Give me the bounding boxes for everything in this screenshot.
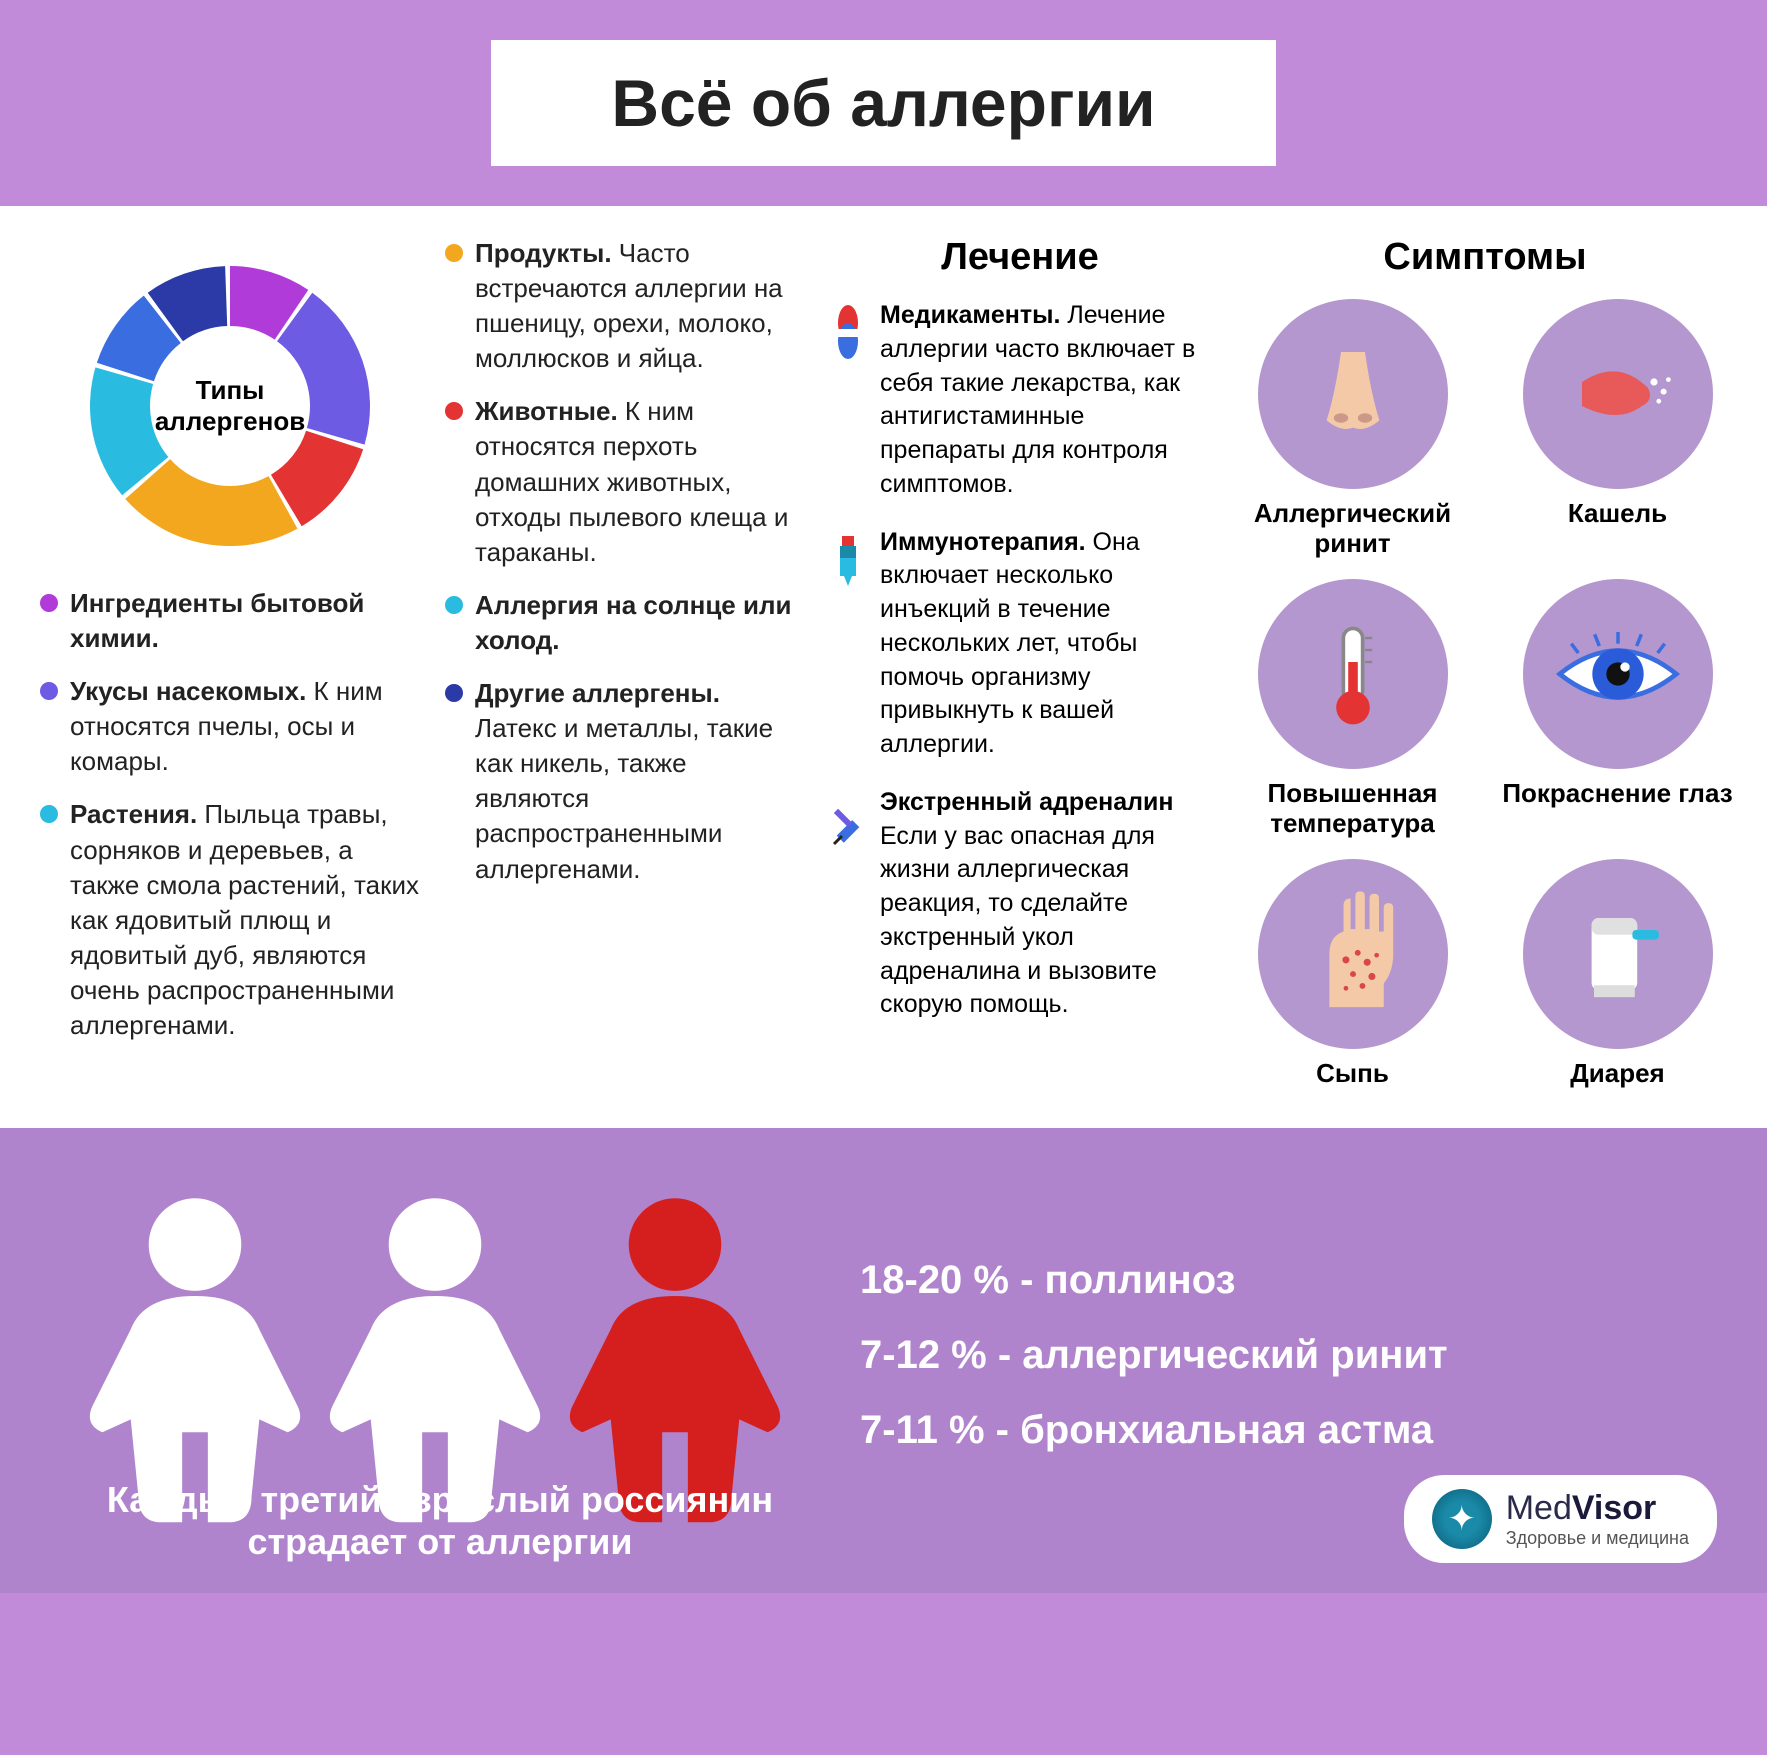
footer-caption: Каждый третий взрослый россиянин страдае… xyxy=(60,1479,820,1563)
footer-band: 18-20 % - поллиноз 7-12 % - аллергический… xyxy=(0,1128,1767,1593)
treatment-title: Лечение xyxy=(830,236,1210,279)
logo-brand: MedVisor xyxy=(1506,1489,1689,1528)
col-allergen-types: Типы аллергенов Ингредиенты бытовой хими… xyxy=(40,236,420,1088)
bullet-rest: Латекс и металлы, такие как никель, такж… xyxy=(475,713,773,883)
symptom-label: Аллергический ринит xyxy=(1235,499,1470,559)
pill-icon xyxy=(830,303,866,363)
symptom-eye: Покраснение глаз xyxy=(1500,579,1735,839)
treatment-lead: Иммунотерапия. xyxy=(880,528,1086,556)
bullet-lead: Укусы насекомых. xyxy=(70,676,306,706)
logo-medallion-icon: ✦ xyxy=(1432,1489,1492,1549)
stat-line: 18-20 % - поллиноз xyxy=(860,1258,1707,1303)
symptom-label: Покраснение глаз xyxy=(1500,779,1735,809)
col-allergen-right: Продукты. Часто встречаются аллергии на … xyxy=(445,236,805,1088)
treatment-lead: Экстренный адреналин xyxy=(880,788,1173,816)
donut-segment xyxy=(125,459,297,546)
symptom-rhinitis: Аллергический ринит xyxy=(1235,299,1470,559)
donut-center-label: Типы аллергенов xyxy=(155,375,305,437)
symptom-fever: Повышенная температура xyxy=(1235,579,1470,839)
symptom-cough: Кашель xyxy=(1500,299,1735,559)
symptom-circle-icon xyxy=(1523,859,1713,1049)
bullet-rest: Пыльца травы, сорняков и деревьев, а так… xyxy=(70,799,419,1040)
treatment-list: Медикаменты. Лечение аллергии часто вклю… xyxy=(830,299,1210,1022)
symptom-label: Повышенная температура xyxy=(1235,779,1470,839)
donut-chart: Типы аллергенов xyxy=(80,256,380,556)
symptom-circle-icon xyxy=(1258,299,1448,489)
logo-badge: ✦ MedVisor Здоровье и медицина xyxy=(1404,1475,1717,1563)
treatment-rest: Она включает несколько инъекций в течени… xyxy=(880,528,1140,759)
treatment-rest: Если у вас опасная для жизни аллергическ… xyxy=(880,822,1157,1019)
treatment-item: Экстренный адреналин Если у вас опасная … xyxy=(830,786,1210,1022)
allergen-bullet: Другие аллергены. Латекс и металлы, таки… xyxy=(445,676,805,887)
symptom-label: Кашель xyxy=(1500,499,1735,529)
allergen-bullet: Животные. К ним относятся перхоть домашн… xyxy=(445,394,805,569)
logo-tagline: Здоровье и медицина xyxy=(1506,1528,1689,1549)
bullet-lead: Животные. xyxy=(475,396,618,426)
stat-line: 7-11 % - бронхиальная астма xyxy=(860,1408,1707,1453)
title-band: Всё об аллергии xyxy=(0,0,1767,206)
treatment-rest: Лечение аллергии часто включает в себя т… xyxy=(880,301,1195,498)
treatment-lead: Медикаменты. xyxy=(880,301,1060,329)
col-treatment: Лечение Медикаменты. Лечение аллергии ча… xyxy=(830,236,1210,1088)
symptom-circle-icon xyxy=(1258,579,1448,769)
dropper-icon xyxy=(830,530,866,590)
symptom-diarrhea: Диарея xyxy=(1500,859,1735,1089)
allergen-bullet: Растения. Пыльца травы, сорняков и дерев… xyxy=(40,797,420,1043)
page-title: Всё об аллергии xyxy=(611,65,1155,141)
col-symptoms: Симптомы Аллергический ринит Кашель Повыше… xyxy=(1235,236,1735,1088)
stat-line: 7-12 % - аллергический ринит xyxy=(860,1333,1707,1378)
allergen-bullet: Ингредиенты бытовой химии. xyxy=(40,586,420,656)
allergen-bullet: Укусы насекомых. К ним относятся пчелы, … xyxy=(40,674,420,779)
logo-brand-part2: Visor xyxy=(1572,1489,1656,1527)
symptom-circle-icon xyxy=(1258,859,1448,1049)
stats-list: 18-20 % - поллиноз 7-12 % - аллергический… xyxy=(860,1258,1707,1483)
bullet-lead: Растения. xyxy=(70,799,197,829)
main-content: Типы аллергенов Ингредиенты бытовой хими… xyxy=(0,206,1767,1128)
symptom-label: Диарея xyxy=(1500,1059,1735,1089)
symptom-rash: Сыпь xyxy=(1235,859,1470,1089)
symptoms-title: Симптомы xyxy=(1235,236,1735,279)
bullet-lead: Другие аллергены. xyxy=(475,678,720,708)
treatment-item: Медикаменты. Лечение аллергии часто вклю… xyxy=(830,299,1210,502)
bullet-lead: Аллергия на солнце или холод. xyxy=(475,590,791,655)
allergen-bullets-left: Ингредиенты бытовой химии. Укусы насекомы… xyxy=(40,586,420,1043)
logo-brand-part1: Med xyxy=(1506,1489,1572,1527)
title-box: Всё об аллергии xyxy=(491,40,1275,166)
syringe-icon xyxy=(830,790,866,850)
allergen-bullet: Продукты. Часто встречаются аллергии на … xyxy=(445,236,805,376)
logo-text: MedVisor Здоровье и медицина xyxy=(1506,1489,1689,1549)
symptom-circle-icon xyxy=(1523,579,1713,769)
bullet-lead: Продукты. xyxy=(475,238,612,268)
allergen-bullet: Аллергия на солнце или холод. xyxy=(445,588,805,658)
symptom-circle-icon xyxy=(1523,299,1713,489)
treatment-item: Иммунотерапия. Она включает несколько ин… xyxy=(830,526,1210,762)
bullet-lead: Ингредиенты бытовой химии. xyxy=(70,588,364,653)
allergen-bullets-right: Продукты. Часто встречаются аллергии на … xyxy=(445,236,805,887)
symptom-label: Сыпь xyxy=(1235,1059,1470,1089)
symptoms-grid: Аллергический ринит Кашель Повышенная темп… xyxy=(1235,299,1735,1088)
